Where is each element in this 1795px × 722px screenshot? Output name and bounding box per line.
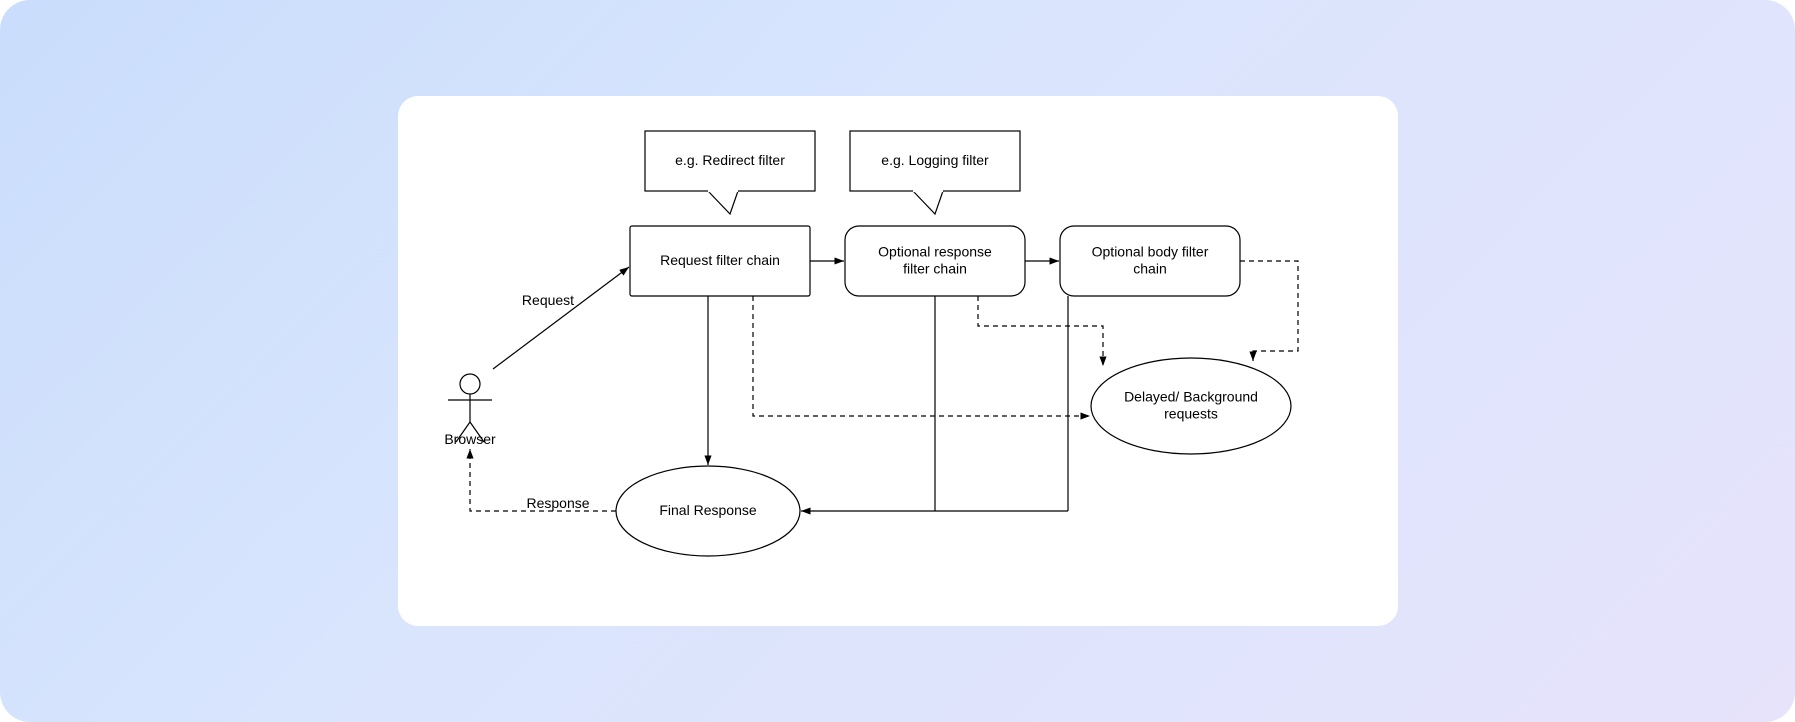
node-label-final_response: Final Response: [659, 502, 756, 518]
edge-body-to-delayed: [1240, 261, 1298, 361]
node-label-request_chain: Request filter chain: [660, 252, 780, 268]
page-background: Request Response Browser e.g. Redirect filt…: [0, 0, 1795, 722]
diagram-card: Request Response Browser e.g. Redirect filt…: [398, 96, 1398, 626]
flowchart-svg: Request Response Browser e.g. Redirect filt…: [398, 96, 1398, 626]
edge-actor-to-request: [493, 267, 629, 369]
callout-label-callout_logging: e.g. Logging filter: [881, 152, 989, 168]
edge-label-final-to-actor: Response: [526, 495, 589, 511]
callout-label-callout_redirect: e.g. Redirect filter: [675, 152, 785, 168]
edge-label-actor-to-request: Request: [522, 292, 574, 308]
actor-label-actor: Browser: [444, 431, 496, 447]
edge-response-to-delayed: [978, 296, 1103, 366]
edge-request-to-delayed: [753, 296, 1090, 416]
